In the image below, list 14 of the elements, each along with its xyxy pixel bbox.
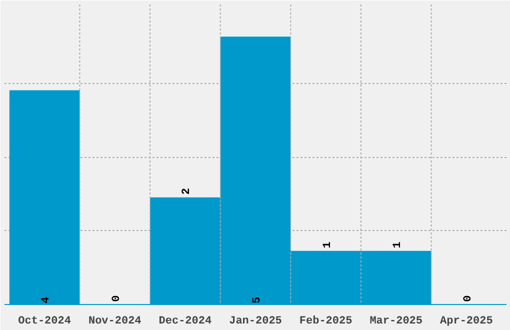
data-label: 1 [322, 241, 334, 248]
x-tick-label: Dec-2024 [158, 316, 212, 328]
x-tick-label: Feb-2025 [299, 316, 353, 328]
data-label: 1 [392, 241, 404, 248]
x-tick-label: Oct-2024 [18, 316, 72, 328]
x-tick-label: Jan-2025 [229, 316, 282, 328]
data-label: 0 [110, 295, 123, 302]
data-label: 5 [252, 296, 264, 304]
data-label: 0 [462, 295, 474, 302]
data-label: 2 [181, 188, 194, 195]
x-tick-label: Nov-2024 [88, 316, 142, 328]
data-label: 4 [40, 296, 53, 304]
x-tick-label: Mar-2025 [370, 316, 423, 328]
x-tick-label: Apr-2025 [440, 316, 494, 328]
